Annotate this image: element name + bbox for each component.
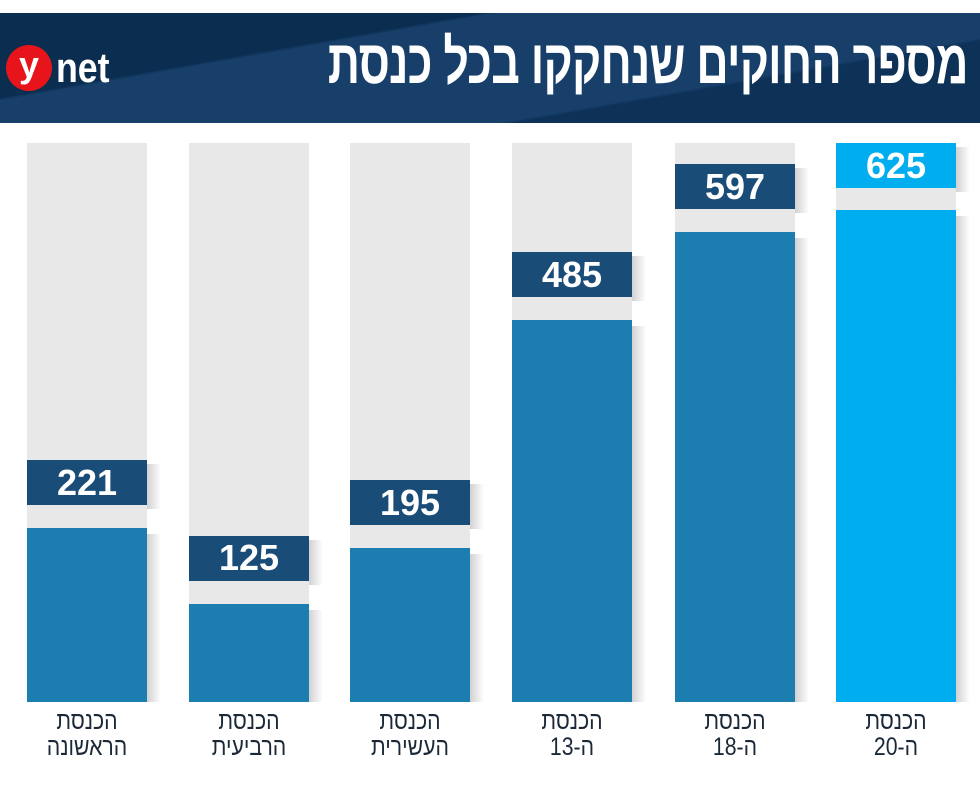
- value-label: 221: [27, 460, 147, 506]
- x-tick-label: הכנסת העשירית: [342, 708, 478, 760]
- x-tick-label-line: ה-18: [712, 733, 758, 761]
- value-label: 125: [189, 535, 309, 581]
- logo-y: y: [6, 45, 52, 91]
- x-tick-label: הכנסת ה-13: [504, 708, 640, 760]
- value-label: 195: [350, 480, 470, 526]
- bar-shadow: [795, 238, 809, 702]
- logo-net: net: [56, 44, 110, 91]
- ynet-logo: y net: [6, 45, 119, 91]
- bar: [675, 232, 795, 702]
- value-label-shadow: [147, 464, 161, 510]
- value-label: 597: [675, 164, 795, 210]
- bar: [512, 320, 632, 702]
- x-tick-label-line: הראשונה: [46, 733, 128, 761]
- x-tick-label-line: הכנסת: [541, 707, 603, 735]
- x-tick-label-line: הכנסת: [865, 707, 927, 735]
- value-label-shadow: [470, 484, 484, 530]
- value-label-shadow: [309, 539, 323, 585]
- value-label-shadow: [956, 147, 970, 192]
- x-tick-label: הכנסת הראשונה: [19, 708, 155, 760]
- bar-shadow: [956, 216, 970, 702]
- bar-shadow: [632, 326, 646, 702]
- x-tick-label: הכנסת ה-18: [667, 708, 803, 760]
- value-label-shadow: [795, 168, 809, 214]
- bar: [27, 528, 147, 702]
- bar-shadow: [147, 534, 161, 702]
- x-tick-label-line: הכנסת: [56, 707, 118, 735]
- x-tick-label: הכנסת הרביעית: [181, 708, 317, 760]
- x-tick-label-line: הרביעית: [211, 733, 287, 761]
- header-banner: מספר החוקים שנחקקו בכל כנסת y net: [0, 13, 980, 123]
- x-tick-label-line: ה-20: [873, 733, 919, 761]
- x-tick-label-line: הכנסת: [379, 707, 441, 735]
- value-label-shadow: [632, 256, 646, 302]
- bar: [189, 603, 309, 702]
- x-tick-label-line: הכנסת: [704, 707, 766, 735]
- x-tick-label: הכנסת ה-20: [828, 708, 964, 760]
- value-label: 625: [836, 143, 956, 188]
- chart-title: מספר החוקים שנחקקו בכל כנסת: [328, 28, 969, 97]
- bar-shadow: [470, 554, 484, 702]
- bar: [836, 210, 956, 702]
- x-tick-label-line: העשירית: [370, 733, 449, 761]
- x-tick-label-line: הכנסת: [218, 707, 280, 735]
- value-label: 485: [512, 252, 632, 298]
- x-tick-label-line: ה-13: [549, 733, 595, 761]
- bar: [350, 548, 470, 702]
- bar-shadow: [309, 609, 323, 702]
